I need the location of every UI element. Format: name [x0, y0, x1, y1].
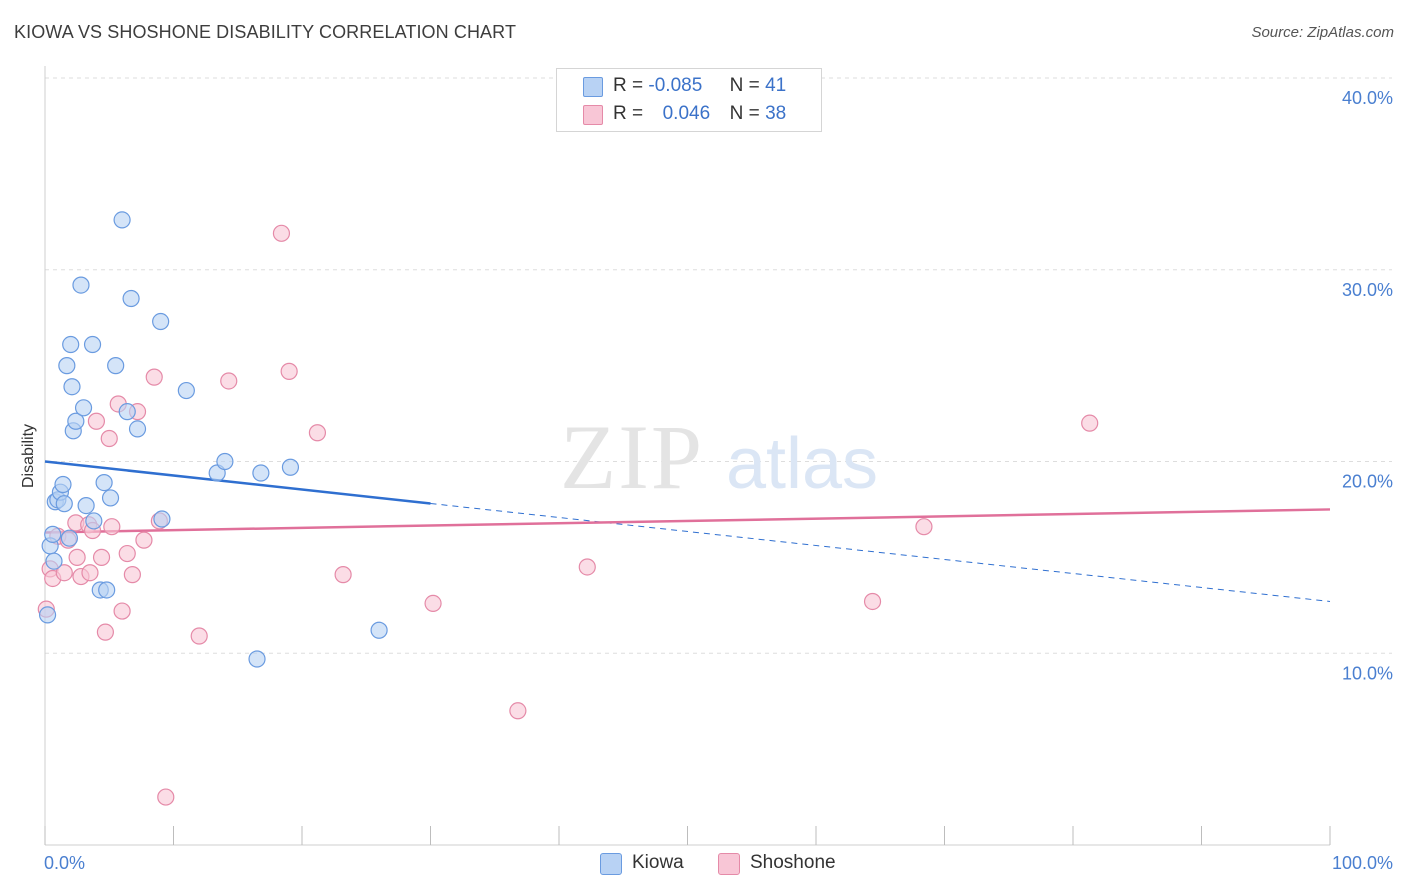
- kiowa-point: [60, 529, 79, 547]
- source-credit: Source: ZipAtlas.com: [1251, 24, 1394, 41]
- shoshone-point: [863, 592, 882, 611]
- kiowa-point: [54, 475, 72, 494]
- x-tick-label: 100.0%: [1332, 853, 1393, 873]
- shoshone-point: [220, 372, 238, 390]
- y-tick-label: 40.0%: [1342, 88, 1393, 108]
- kiowa-trend-line: [44, 460, 431, 505]
- legend-row-shoshone: R = 0.046 N = 38: [557, 101, 821, 127]
- legend-text-kiowa: R = -0.085 N = 41: [613, 75, 787, 96]
- shoshone-point: [280, 362, 298, 380]
- shoshone-point: [118, 544, 136, 563]
- shoshone-swatch: [583, 105, 603, 125]
- y-tick-label: 30.0%: [1342, 280, 1393, 300]
- shoshone-point: [915, 518, 933, 536]
- kiowa-point: [67, 412, 85, 430]
- y-tick-label: 20.0%: [1342, 472, 1393, 492]
- kiowa-point: [153, 510, 171, 528]
- shoshone-point: [123, 566, 141, 584]
- shoshone-point: [96, 623, 114, 641]
- kiowa-point: [128, 420, 147, 438]
- shoshone-legend-label: Shoshone: [750, 852, 836, 873]
- kiowa-trend-extension: [430, 502, 1331, 602]
- shoshone-point: [92, 548, 111, 566]
- kiowa-point: [98, 581, 116, 599]
- axis-labels: 10.0% 20.0% 30.0% 40.0% 0.0% 100.0% Disability: [20, 88, 1393, 873]
- shoshone-point: [190, 627, 208, 645]
- shoshone-point: [113, 602, 131, 620]
- kiowa-point: [248, 650, 266, 668]
- legend-text-shoshone: R = 0.046 N = 38: [613, 103, 787, 124]
- axes: [44, 66, 1331, 846]
- kiowa-point: [177, 381, 195, 400]
- kiowa-point: [118, 403, 136, 421]
- kiowa-point: [101, 489, 120, 507]
- kiowa-point: [252, 464, 270, 482]
- watermark-atlas: atlas: [726, 424, 878, 504]
- kiowa-point: [62, 335, 80, 354]
- shoshone-point: [55, 564, 73, 582]
- kiowa-point: [85, 512, 103, 530]
- x-tick-label: 0.0%: [44, 853, 85, 873]
- shoshone-trend-line: [44, 508, 1331, 534]
- shoshone-point: [157, 788, 175, 806]
- shoshone-point: [1081, 414, 1099, 432]
- grid-lines: [45, 77, 1392, 654]
- kiowa-point: [45, 552, 63, 570]
- shoshone-legend-swatch: [718, 853, 740, 875]
- shoshone-point: [81, 564, 99, 582]
- kiowa-point: [152, 312, 170, 331]
- kiowa-point: [370, 621, 388, 639]
- kiowa-swatch: [583, 77, 603, 97]
- kiowa-point: [58, 357, 76, 375]
- data-points: [37, 211, 1099, 806]
- shoshone-point: [100, 429, 118, 448]
- kiowa-point: [77, 497, 95, 515]
- shoshone-point: [424, 594, 442, 612]
- shoshone-point: [103, 518, 121, 536]
- shoshone-point: [87, 412, 106, 430]
- shoshone-point: [272, 224, 291, 242]
- trend-lines: [44, 460, 1331, 602]
- kiowa-point: [95, 473, 113, 492]
- kiowa-point: [72, 276, 90, 294]
- kiowa-point: [122, 289, 140, 308]
- shoshone-point: [308, 424, 327, 442]
- shoshone-point: [578, 558, 596, 576]
- shoshone-point: [334, 566, 352, 584]
- kiowa-point: [281, 458, 300, 476]
- y-tick-label: 10.0%: [1342, 663, 1393, 683]
- shoshone-point: [68, 548, 86, 566]
- kiowa-point: [83, 335, 102, 354]
- y-axis-label: Disability: [20, 424, 37, 488]
- kiowa-legend-label: Kiowa: [632, 852, 684, 873]
- kiowa-point: [44, 525, 62, 543]
- chart-title: KIOWA VS SHOSHONE DISABILITY CORRELATION…: [14, 22, 517, 42]
- kiowa-point: [113, 211, 131, 229]
- kiowa-legend-swatch: [600, 853, 622, 875]
- kiowa-point: [216, 452, 234, 471]
- kiowa-point: [107, 357, 125, 375]
- kiowa-point: [63, 378, 81, 396]
- shoshone-point: [509, 702, 527, 720]
- shoshone-point: [135, 531, 153, 549]
- kiowa-point: [74, 399, 93, 417]
- watermark-zip: ZIP: [560, 406, 704, 508]
- kiowa-point: [55, 495, 73, 513]
- kiowa-point: [38, 606, 57, 624]
- stats-legend: R = -0.085 N = 41 R = 0.046 N = 38: [556, 68, 822, 132]
- shoshone-point: [145, 368, 163, 386]
- legend-row-kiowa: R = -0.085 N = 41: [557, 73, 821, 99]
